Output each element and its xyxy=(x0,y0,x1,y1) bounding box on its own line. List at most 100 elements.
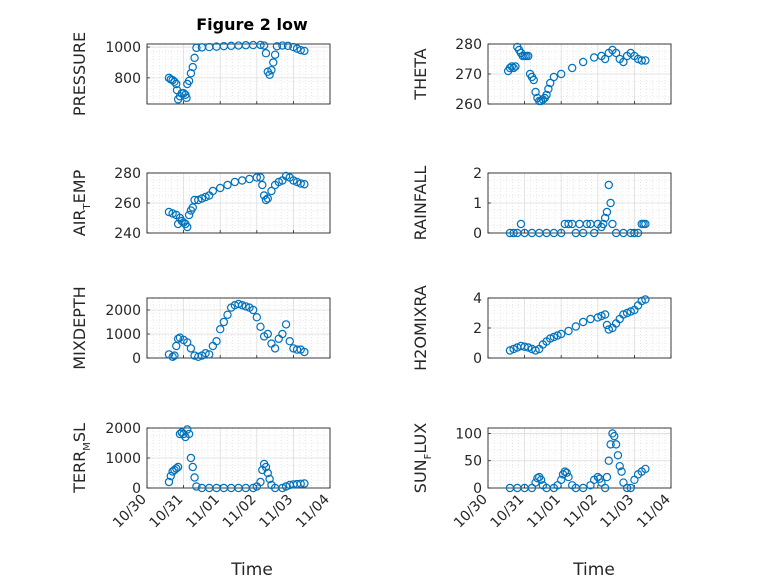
data-point xyxy=(613,451,623,460)
data-point xyxy=(630,228,639,238)
data-point xyxy=(600,483,610,493)
data-point xyxy=(263,329,272,339)
data-point xyxy=(183,222,192,232)
data-point xyxy=(619,310,628,319)
data-point xyxy=(256,173,265,182)
data-point xyxy=(296,479,305,488)
data-point xyxy=(557,329,566,339)
y-tick-label: 0 xyxy=(132,481,141,497)
axes-box xyxy=(146,43,331,105)
data-point xyxy=(626,483,635,493)
data-point xyxy=(184,76,194,86)
y-axis-label: AIRTEMP xyxy=(70,169,93,236)
y-axis-label: SUNFLUX xyxy=(411,423,434,493)
data-point xyxy=(188,203,197,212)
data-point xyxy=(215,325,225,334)
data-point xyxy=(188,462,197,472)
panel-mixdepth: 0 1000 2000 MIXDEPTH xyxy=(70,286,331,370)
x-tick-label: 10/30 xyxy=(451,492,491,532)
data-point xyxy=(599,219,608,229)
data-point xyxy=(611,48,621,58)
x-tick-label: 11/03 xyxy=(597,492,637,532)
data-point xyxy=(289,176,298,185)
data-point xyxy=(602,472,612,482)
data-point xyxy=(168,209,177,218)
data-point xyxy=(557,69,566,79)
axes-box xyxy=(146,297,331,359)
data-point xyxy=(256,322,265,331)
x-axis-label-right: Time xyxy=(572,560,615,580)
data-point xyxy=(615,461,624,471)
data-point xyxy=(172,79,181,89)
data-point xyxy=(617,467,626,476)
panel-rainfall: 0 1 2 RAINFALL xyxy=(411,166,672,242)
data-point xyxy=(604,180,613,190)
y-tick-label: 2 xyxy=(473,321,482,337)
x-tick-label: 11/02 xyxy=(561,492,601,532)
data-point xyxy=(267,186,276,196)
data-point xyxy=(606,440,615,449)
data-point xyxy=(258,180,267,190)
data-point xyxy=(641,464,650,474)
data-point xyxy=(237,301,247,310)
y-tick-label: 280 xyxy=(455,37,482,53)
data-point xyxy=(183,425,192,434)
data-point xyxy=(509,228,518,238)
data-point xyxy=(622,483,632,493)
data-point xyxy=(186,69,196,78)
data-point xyxy=(516,219,526,229)
data-point xyxy=(208,186,218,196)
data-point xyxy=(571,322,581,331)
data-point xyxy=(608,219,617,229)
y-tick-label: 280 xyxy=(114,166,141,182)
data-point xyxy=(292,177,302,187)
data-point xyxy=(549,72,559,82)
data-point xyxy=(602,207,612,217)
data-point xyxy=(626,307,635,316)
panel-theta: 260 270 280 THETA xyxy=(411,37,672,113)
data-point xyxy=(641,295,650,304)
data-point xyxy=(520,342,529,351)
panel-pressure: 800 1000 PRESSURE xyxy=(70,32,331,116)
x-tick-label: 11/01 xyxy=(524,492,564,532)
data-point xyxy=(296,45,305,55)
axes-box xyxy=(487,43,672,105)
data-point xyxy=(509,63,518,73)
data-point xyxy=(270,344,280,353)
data-point xyxy=(205,350,214,359)
data-point xyxy=(170,351,179,360)
y-tick-label: 800 xyxy=(114,71,141,87)
data-point xyxy=(606,198,615,208)
y-tick-label: 2 xyxy=(473,166,482,182)
data-point xyxy=(261,462,271,472)
data-point xyxy=(190,473,199,482)
data-point xyxy=(509,344,518,354)
data-point xyxy=(505,346,515,355)
data-point xyxy=(184,429,194,439)
y-tick-label: 2000 xyxy=(105,303,141,319)
data-point xyxy=(283,41,293,51)
data-point xyxy=(622,308,632,318)
data-point xyxy=(564,472,573,482)
data-point xyxy=(292,44,302,53)
data-point xyxy=(234,299,243,309)
data-point xyxy=(542,90,551,100)
data-point xyxy=(637,296,646,306)
data-point xyxy=(269,58,278,67)
data-point xyxy=(524,51,533,61)
y-tick-label: 50 xyxy=(464,454,482,470)
data-point xyxy=(192,43,201,53)
data-point xyxy=(173,462,183,472)
data-point xyxy=(248,305,258,315)
y-tick-label: 270 xyxy=(455,67,482,83)
data-point xyxy=(241,302,251,311)
data-point xyxy=(252,173,261,182)
data-point xyxy=(641,56,650,65)
data-point xyxy=(562,468,571,477)
data-point xyxy=(296,179,305,188)
x-tick-label: 11/04 xyxy=(293,491,333,531)
y-axis-label: RAINFALL xyxy=(411,166,430,241)
data-point xyxy=(531,346,540,355)
y-axis-label: TERRMSL xyxy=(70,423,93,494)
data-point xyxy=(201,192,210,202)
